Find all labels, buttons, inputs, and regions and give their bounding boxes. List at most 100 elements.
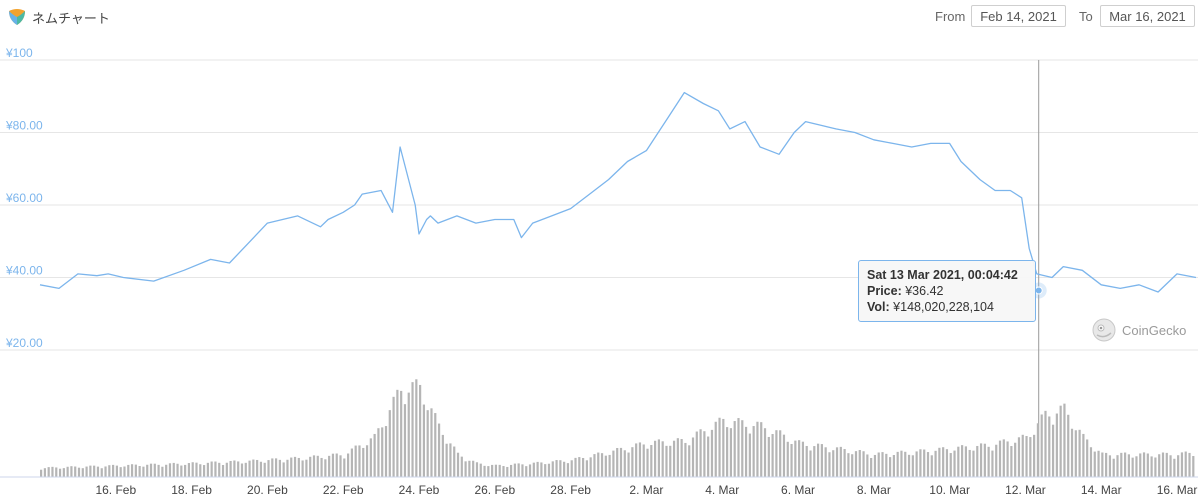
volume-bar bbox=[699, 429, 702, 477]
volume-bar bbox=[347, 453, 350, 477]
watermark-text: CoinGecko bbox=[1122, 322, 1187, 338]
volume-bar bbox=[987, 446, 990, 477]
volume-bar bbox=[1010, 446, 1013, 477]
volume-bar bbox=[267, 460, 270, 477]
volume-bar bbox=[89, 465, 92, 477]
volume-bar bbox=[676, 438, 679, 477]
volume-bar bbox=[350, 448, 353, 477]
volume-bar bbox=[790, 444, 793, 477]
volume-bar bbox=[585, 460, 588, 477]
volume-bar bbox=[957, 446, 960, 477]
volume-bar bbox=[47, 467, 50, 477]
y-tick-label: ¥20.00 bbox=[5, 336, 43, 350]
volume-bar bbox=[218, 462, 221, 477]
volume-bar bbox=[995, 444, 998, 477]
volume-bar bbox=[176, 463, 179, 477]
volume-bar bbox=[172, 462, 175, 477]
volume-bar bbox=[870, 457, 873, 477]
volume-bar bbox=[1158, 454, 1161, 477]
volume-bar bbox=[168, 463, 172, 477]
volume-bar bbox=[282, 462, 285, 477]
volume-bar bbox=[744, 426, 748, 477]
volume-bar bbox=[1070, 428, 1074, 477]
volume-bar bbox=[509, 464, 513, 477]
volume-bar bbox=[403, 404, 407, 477]
volume-bar bbox=[900, 450, 903, 477]
y-tick-label: ¥60.00 bbox=[5, 191, 43, 205]
volume-bar bbox=[324, 459, 327, 477]
volume-bar bbox=[293, 456, 297, 477]
volume-bar bbox=[816, 443, 820, 477]
volume-bar bbox=[210, 461, 213, 477]
volume-bar bbox=[93, 465, 96, 477]
volume-bar bbox=[400, 390, 403, 477]
volume-bar bbox=[904, 451, 907, 477]
volume-bar bbox=[942, 447, 945, 477]
volume-bar bbox=[483, 465, 486, 477]
from-label: From bbox=[935, 9, 966, 24]
volume-bar bbox=[710, 429, 714, 477]
volume-bar bbox=[1105, 452, 1108, 477]
volume-bar bbox=[854, 451, 858, 477]
gecko-logo-icon bbox=[1092, 318, 1116, 342]
volume-bar bbox=[290, 457, 293, 477]
volume-bar bbox=[1139, 453, 1142, 477]
to-date-input[interactable]: Mar 16, 2021 bbox=[1100, 5, 1195, 27]
volume-bar bbox=[1173, 458, 1176, 477]
volume-bar bbox=[779, 430, 782, 477]
volume-bar bbox=[259, 461, 263, 477]
volume-bar bbox=[195, 462, 198, 477]
volume-bar bbox=[70, 466, 73, 477]
volume-bar bbox=[627, 452, 630, 477]
chart-header: ネムチャート bbox=[8, 7, 110, 27]
volume-bar bbox=[1051, 424, 1055, 477]
volume-bar bbox=[616, 447, 619, 477]
volume-bar bbox=[752, 426, 755, 477]
volume-bar bbox=[146, 464, 149, 477]
volume-bar bbox=[972, 450, 975, 477]
volume-bar bbox=[525, 466, 528, 477]
volume-bar bbox=[184, 464, 187, 477]
volume-bar bbox=[407, 392, 410, 477]
x-tick-label: 2. Mar bbox=[629, 483, 663, 497]
volume-bar bbox=[559, 460, 562, 477]
volume-bar bbox=[608, 454, 611, 477]
volume-bar bbox=[237, 461, 240, 477]
volume-bar bbox=[877, 452, 880, 477]
volume-bar bbox=[1131, 457, 1134, 477]
volume-bar bbox=[695, 431, 698, 477]
volume-bar bbox=[392, 396, 395, 477]
volume-bar bbox=[354, 445, 357, 477]
volume-bar bbox=[657, 439, 660, 477]
volume-bar bbox=[309, 456, 312, 477]
volume-bar bbox=[335, 453, 338, 477]
volume-bar bbox=[635, 443, 638, 477]
volume-bar bbox=[642, 444, 645, 477]
volume-bar bbox=[221, 464, 225, 477]
volume-bar bbox=[714, 421, 717, 477]
volume-bar bbox=[1025, 436, 1028, 477]
volume-bar bbox=[502, 466, 505, 477]
volume-bar bbox=[661, 441, 664, 477]
volume-bar bbox=[449, 443, 452, 477]
from-date-input[interactable]: Feb 14, 2021 bbox=[971, 5, 1066, 27]
volume-bar bbox=[555, 460, 558, 477]
volume-bar bbox=[919, 449, 922, 477]
volume-bar bbox=[256, 459, 259, 477]
volume-bar bbox=[907, 454, 911, 477]
volume-bar bbox=[1116, 455, 1119, 477]
x-tick-label: 24. Feb bbox=[399, 483, 440, 497]
x-tick-label: 6. Mar bbox=[781, 483, 815, 497]
volume-bar bbox=[843, 449, 846, 477]
volume-bar bbox=[331, 453, 335, 477]
volume-bar bbox=[66, 466, 69, 477]
chart-title: ネムチャート bbox=[32, 11, 110, 27]
x-tick-label: 26. Feb bbox=[474, 483, 515, 497]
volume-bar bbox=[813, 446, 816, 477]
x-tick-label: 28. Feb bbox=[550, 483, 591, 497]
volume-bar bbox=[847, 453, 850, 477]
volume-bar bbox=[551, 461, 554, 477]
volume-bar bbox=[938, 447, 941, 477]
